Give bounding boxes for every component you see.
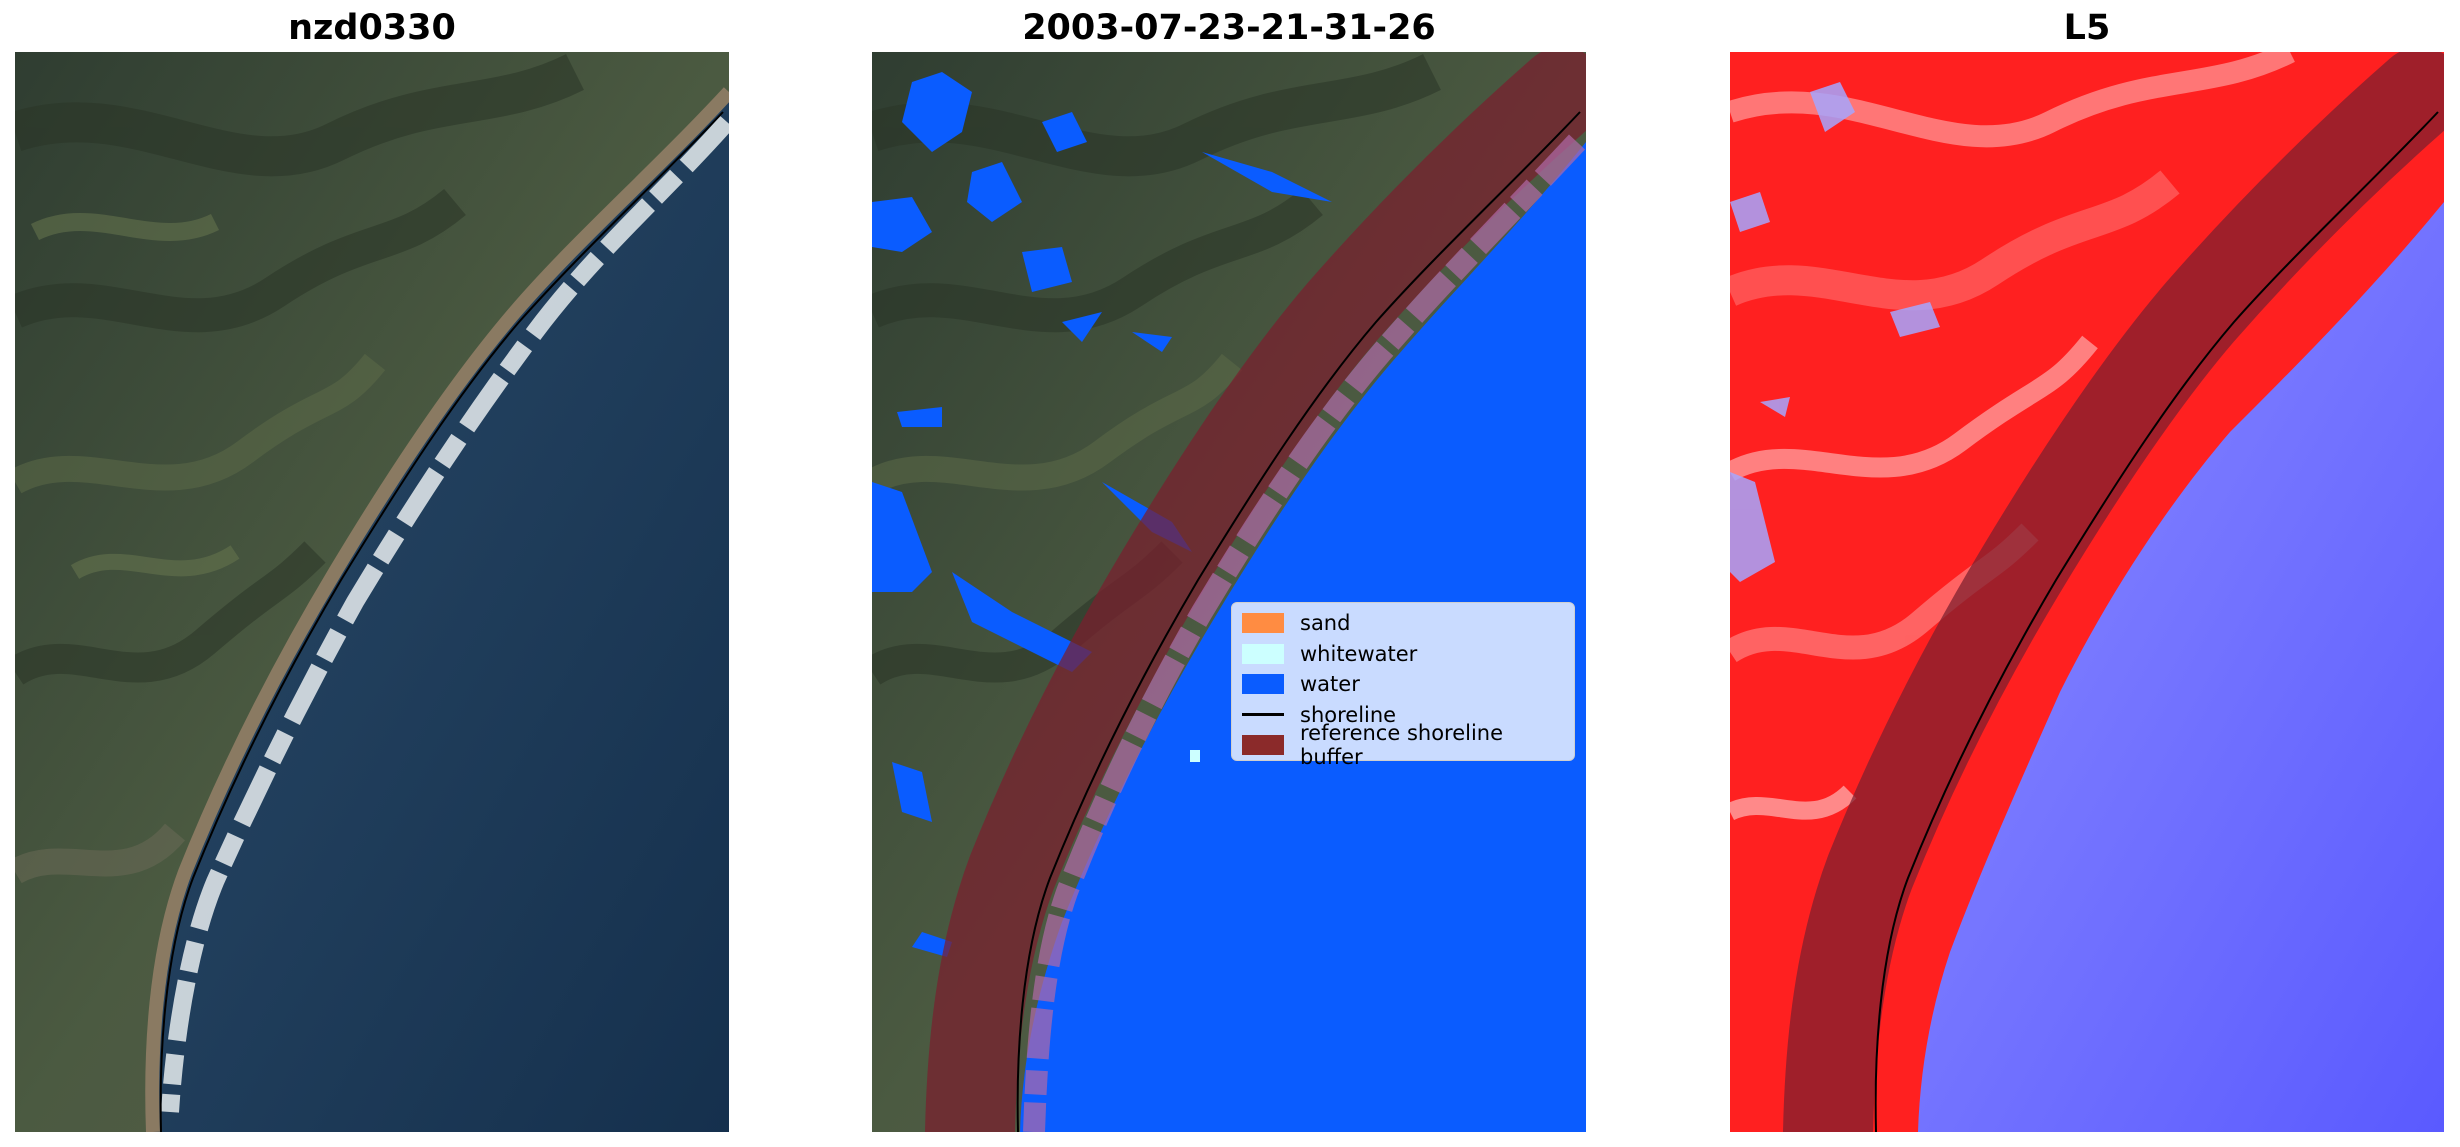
panel-title-index: L5 xyxy=(2063,8,2111,48)
legend-label: water xyxy=(1300,672,1360,697)
sand-swatch xyxy=(1242,613,1284,634)
legend-item-shoreline: shoreline xyxy=(1242,700,1564,731)
reference-shoreline-buffer xyxy=(925,52,1586,1132)
beach-strip xyxy=(145,87,729,1132)
land-index-blue-patches xyxy=(1730,82,1940,582)
legend-label: reference shoreline buffer xyxy=(1300,721,1504,770)
index-map xyxy=(1730,52,2444,1132)
reference-shoreline-buffer xyxy=(1783,52,2444,1132)
whitewater-swatch xyxy=(1242,643,1284,664)
satellite-image-panel xyxy=(15,52,729,1132)
legend-label: sand xyxy=(1300,611,1351,636)
whitewater-pixel xyxy=(1190,750,1200,762)
satellite-image xyxy=(15,52,729,1132)
buffer-swatch xyxy=(1242,735,1284,756)
legend-item-reference-buffer: reference shoreline buffer xyxy=(1242,721,1564,769)
terrain-texture xyxy=(15,53,584,884)
classification-map xyxy=(872,52,1586,1132)
legend-item-sand: sand xyxy=(1242,608,1564,639)
ocean-area xyxy=(152,92,729,1132)
water-index xyxy=(1918,202,2444,1132)
shoreline xyxy=(159,111,724,1132)
panel-title-image: nzd0330 xyxy=(288,8,456,48)
buffer-inner-mix xyxy=(1023,134,1586,1132)
legend-item-whitewater: whitewater xyxy=(1242,639,1564,670)
shoreline xyxy=(1874,111,2439,1132)
inland-water-patches xyxy=(872,72,1332,957)
legend-label: whitewater xyxy=(1300,641,1418,666)
legend-label: shoreline xyxy=(1300,702,1397,727)
water-swatch xyxy=(1242,674,1284,695)
shoreline xyxy=(1016,111,1581,1132)
legend-item-water: water xyxy=(1242,669,1564,700)
panel-title-classification: 2003-07-23-21-31-26 xyxy=(1022,8,1436,48)
legend: sand whitewater water shoreline referenc… xyxy=(1231,602,1575,769)
shoreline-swatch xyxy=(1242,713,1284,717)
surf-zone xyxy=(161,116,729,1113)
classification-panel xyxy=(872,52,1586,1132)
index-map-panel xyxy=(1730,52,2444,1132)
